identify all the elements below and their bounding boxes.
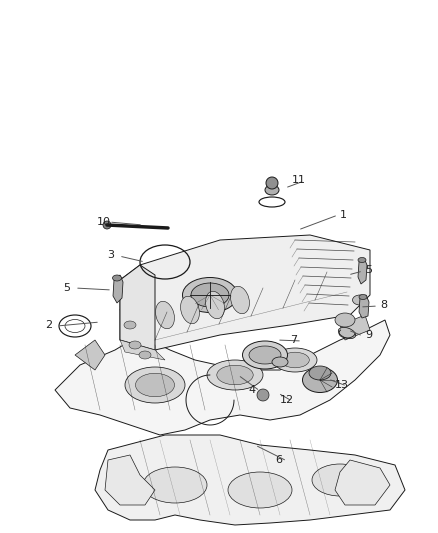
Text: 7: 7 <box>290 335 297 345</box>
Polygon shape <box>120 265 155 350</box>
Ellipse shape <box>180 296 199 324</box>
Ellipse shape <box>207 360 263 390</box>
Circle shape <box>103 221 111 229</box>
Polygon shape <box>105 455 155 505</box>
Ellipse shape <box>312 464 368 496</box>
Polygon shape <box>95 435 405 525</box>
Ellipse shape <box>353 295 367 305</box>
Text: 9: 9 <box>365 330 372 340</box>
Ellipse shape <box>228 472 292 508</box>
Circle shape <box>257 389 269 401</box>
Text: 8: 8 <box>380 300 387 310</box>
Text: 6: 6 <box>275 455 282 465</box>
Ellipse shape <box>309 366 331 380</box>
Polygon shape <box>120 340 165 360</box>
Text: 10: 10 <box>97 217 111 227</box>
Text: 5: 5 <box>63 283 70 293</box>
Ellipse shape <box>230 286 249 314</box>
Ellipse shape <box>205 291 224 319</box>
Ellipse shape <box>143 467 207 503</box>
Ellipse shape <box>217 365 253 385</box>
Polygon shape <box>340 315 370 340</box>
Text: 12: 12 <box>280 395 294 405</box>
Text: 2: 2 <box>45 320 52 330</box>
Ellipse shape <box>281 352 309 368</box>
Polygon shape <box>55 320 390 435</box>
Ellipse shape <box>191 283 229 307</box>
Ellipse shape <box>113 275 121 281</box>
Polygon shape <box>120 265 140 310</box>
Polygon shape <box>75 340 105 370</box>
Ellipse shape <box>265 185 279 195</box>
Ellipse shape <box>129 341 141 349</box>
Polygon shape <box>120 235 370 350</box>
Ellipse shape <box>183 278 237 312</box>
Text: 1: 1 <box>340 210 347 220</box>
Text: 11: 11 <box>292 175 306 185</box>
Text: 4: 4 <box>248 385 255 395</box>
Ellipse shape <box>339 327 356 338</box>
Ellipse shape <box>124 321 136 329</box>
Polygon shape <box>358 258 367 284</box>
Text: 13: 13 <box>335 380 349 390</box>
Ellipse shape <box>249 346 281 364</box>
Text: 3: 3 <box>107 250 114 260</box>
Ellipse shape <box>359 295 367 300</box>
Ellipse shape <box>243 341 287 369</box>
Ellipse shape <box>335 313 355 327</box>
Ellipse shape <box>125 367 185 403</box>
Ellipse shape <box>303 367 338 392</box>
Ellipse shape <box>272 357 288 367</box>
Text: 5: 5 <box>365 265 372 275</box>
Circle shape <box>266 177 278 189</box>
Ellipse shape <box>155 301 174 329</box>
Polygon shape <box>359 295 369 318</box>
Polygon shape <box>335 460 390 505</box>
Polygon shape <box>113 275 123 303</box>
Ellipse shape <box>135 373 174 397</box>
Ellipse shape <box>139 351 151 359</box>
Ellipse shape <box>358 257 366 262</box>
Ellipse shape <box>273 348 317 372</box>
